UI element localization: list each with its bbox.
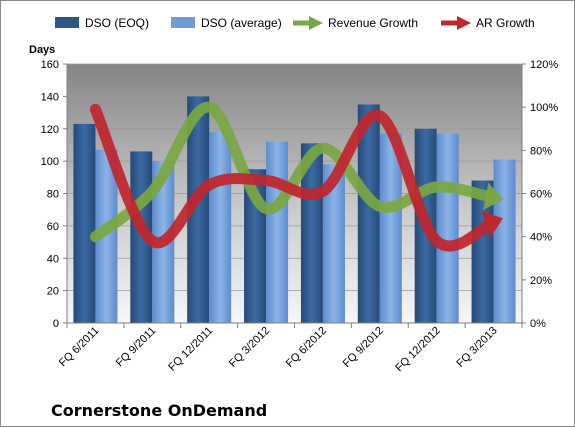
y2-tick-label: 80%: [530, 145, 552, 157]
y-axis-ticks-left: 0 20 40 60 80 100 120 140 160: [41, 59, 67, 330]
y2-tick-label: 0%: [530, 318, 546, 330]
y-tick-label: 20: [47, 286, 59, 298]
y2-tick-label: 20%: [530, 275, 552, 287]
legend-swatch-dso-eoq: [55, 17, 79, 28]
legend-label-dso-eoq: DSO (EOQ): [85, 16, 149, 30]
company-name: Cornerstone OnDemand: [51, 401, 267, 420]
y-tick-label: 0: [53, 318, 59, 330]
y-axis-title: Days: [29, 44, 55, 56]
x-tick-label: FQ 3/2013: [454, 325, 499, 370]
y-tick-label: 120: [41, 124, 59, 136]
bar-dso-average: [209, 131, 232, 323]
y-tick-label: 140: [41, 91, 59, 103]
y2-tick-label: 60%: [530, 189, 552, 201]
y2-tick-label: 120%: [530, 59, 558, 71]
legend-arrow-ar-growth: [441, 16, 471, 30]
legend: DSO (EOQ) DSO (average) Revenue Growth A…: [55, 16, 535, 30]
y-tick-label: 40: [47, 253, 59, 265]
legend-label-dso-average: DSO (average): [201, 16, 282, 30]
bar-dso-eoq: [357, 104, 380, 323]
x-axis-ticks: FQ 6/2011 FQ 9/2011 FQ 12/2011 FQ 3/2012 FQ …: [57, 323, 523, 375]
bar-dso-average: [266, 141, 289, 323]
x-tick-label: FQ 12/2011: [166, 325, 215, 374]
legend-label-revenue-growth: Revenue Growth: [328, 16, 418, 30]
y-tick-label: 80: [47, 189, 59, 201]
y2-tick-label: 100%: [530, 102, 558, 114]
x-tick-label: FQ 3/2012: [227, 325, 272, 370]
x-tick-label: FQ 9/2012: [341, 325, 386, 370]
arrowhead-revenue-growth: [483, 182, 504, 211]
y2-tick-label: 40%: [530, 232, 552, 244]
y-axis-ticks-right: 0% 20% 40% 60% 80% 100% 120%: [522, 59, 558, 330]
bar-dso-average: [493, 159, 516, 323]
bar-dso-eoq: [187, 96, 210, 323]
y-tick-label: 160: [41, 59, 59, 71]
bar-dso-average: [322, 164, 345, 323]
bar-dso-average: [436, 133, 459, 323]
legend-swatch-dso-average: [171, 17, 195, 28]
x-tick-label: FQ 6/2012: [284, 325, 329, 370]
y-tick-label: 60: [47, 221, 59, 233]
bar-dso-eoq: [73, 123, 96, 323]
x-tick-label: FQ 12/2012: [393, 325, 443, 375]
y-tick-label: 100: [41, 156, 59, 168]
growth-lines: [89, 101, 504, 252]
arrowhead-ar-growth: [481, 210, 504, 238]
bar-dso-average: [95, 149, 118, 323]
bar-dso-average: [379, 133, 402, 323]
x-tick-label: FQ 6/2011: [57, 325, 102, 370]
line-ar-growth: [89, 103, 500, 252]
legend-arrow-revenue-growth: [293, 16, 323, 30]
legend-label-ar-growth: AR Growth: [476, 16, 535, 30]
x-tick-label: FQ 9/2011: [114, 325, 159, 370]
